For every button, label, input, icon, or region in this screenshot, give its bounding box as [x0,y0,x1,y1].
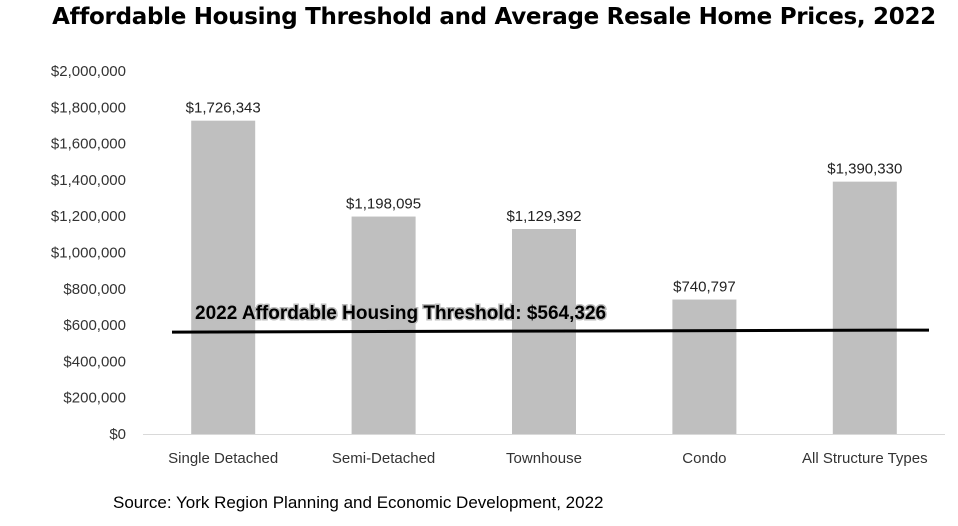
data-label: $1,390,330 [827,161,902,178]
y-tick-label: $1,200,000 [51,208,126,225]
y-tick-label: $1,000,000 [51,245,126,262]
data-label: $740,797 [673,279,736,296]
threshold-line [171,328,930,334]
threshold-label: 2022 Affordable Housing Threshold: $564,… [195,303,606,324]
y-tick-label: $600,000 [63,317,126,334]
x-tick-label: Single Detached [168,450,278,467]
chart-title: Affordable Housing Threshold and Average… [52,4,936,30]
bar [832,181,897,434]
y-tick-label: $400,000 [63,353,126,370]
bar [191,120,256,434]
x-axis: Single Detached Semi-Detached Townhouse Con… [143,434,945,467]
y-tick-label: $2,000,000 [51,63,126,80]
bar [672,299,737,434]
bar [351,216,416,434]
y-tick-label: $1,600,000 [51,136,126,153]
y-tick-label: $0 [109,426,126,443]
source-note: Source: York Region Planning and Economi… [113,493,604,512]
x-tick-label: All Structure Types [802,450,928,467]
y-tick-label: $1,800,000 [51,99,126,116]
y-tick-label: $1,400,000 [51,172,126,189]
x-tick-label: Townhouse [506,450,582,467]
x-tick-label: Condo [682,450,726,467]
bars [191,120,897,434]
data-labels: $1,726,343 $1,198,095 $1,129,392 $740,797 $1… [186,100,903,296]
data-label: $1,198,095 [346,196,421,213]
y-tick-label: $800,000 [63,281,126,298]
y-axis: $0 $200,000 $400,000 $600,000 $800,000 $1,000… [51,63,126,443]
x-tick-label: Semi-Detached [332,450,435,467]
y-tick-label: $200,000 [63,390,126,407]
data-label: $1,129,392 [506,208,581,225]
threshold-marker: 2022 Affordable Housing Threshold: $564,… [171,302,930,334]
data-label: $1,726,343 [186,100,261,117]
